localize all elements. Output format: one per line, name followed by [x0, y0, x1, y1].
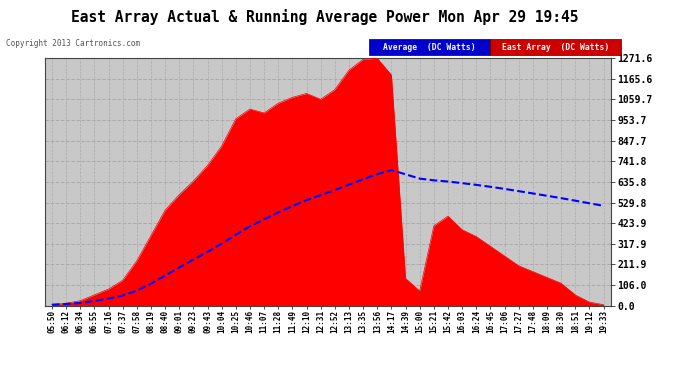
Text: Average  (DC Watts): Average (DC Watts)	[383, 43, 476, 52]
Text: Copyright 2013 Cartronics.com: Copyright 2013 Cartronics.com	[6, 39, 139, 48]
Text: East Array Actual & Running Average Power Mon Apr 29 19:45: East Array Actual & Running Average Powe…	[70, 9, 578, 26]
Text: East Array  (DC Watts): East Array (DC Watts)	[502, 43, 609, 52]
